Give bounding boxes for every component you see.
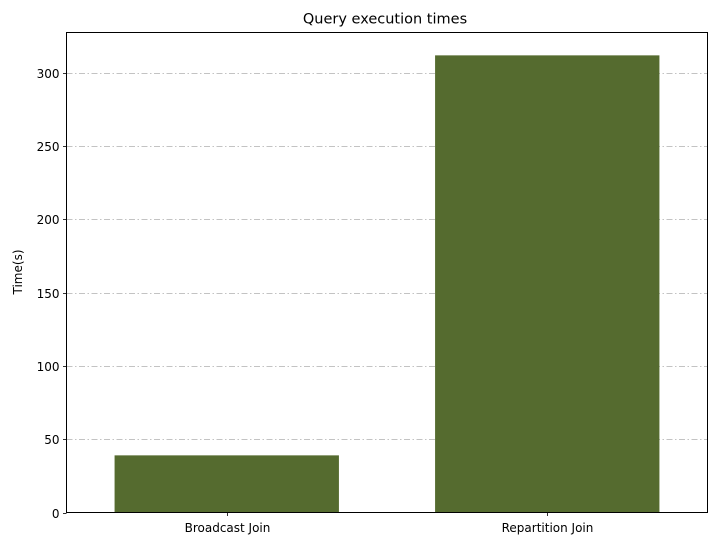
y-tick-label: 200 <box>37 213 60 227</box>
y-tick-label: 150 <box>37 287 60 301</box>
chart-title: Query execution times <box>303 12 467 28</box>
y-tick-label: 50 <box>44 433 59 447</box>
y-axis-ticks: 0 50 100 150 200 250 300 <box>37 67 67 521</box>
y-tick-label: 100 <box>37 360 60 374</box>
plot-frame <box>66 32 708 513</box>
y-axis-label: Time(s) <box>11 250 25 296</box>
bar-series <box>114 55 660 513</box>
x-axis-ticks: Broadcast Join Repartition Join <box>185 512 594 535</box>
y-tick-label: 0 <box>52 507 60 521</box>
y-tick-label: 250 <box>37 140 60 154</box>
y-tick-label: 300 <box>37 67 60 81</box>
bar-repartition-join <box>435 55 660 513</box>
x-tick-label: Broadcast Join <box>185 521 271 535</box>
x-tick-label: Repartition Join <box>502 521 594 535</box>
bar-broadcast-join <box>114 455 339 513</box>
